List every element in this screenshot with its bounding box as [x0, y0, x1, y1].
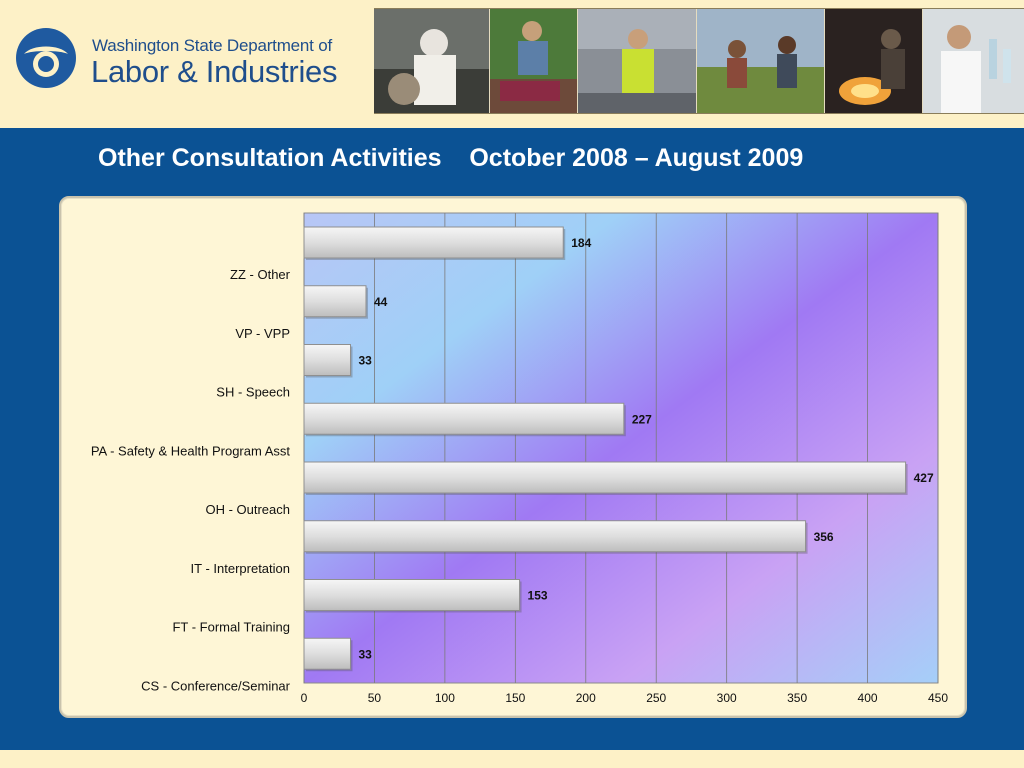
x-tick-label: 300 — [717, 691, 737, 705]
bar-chart: 184 ZZ - Other 44 VP - VPP 33 SH - Speech 227 P… — [91, 212, 948, 705]
bar — [303, 520, 807, 553]
furnace-worker-photo — [824, 9, 923, 113]
org-name-line1: Washington State Department of — [92, 36, 333, 55]
lab-worker-photo — [922, 9, 1024, 113]
category-label: OH - Outreach — [205, 502, 290, 517]
category-label: CS - Conference/Seminar — [141, 678, 291, 693]
x-tick-label: 0 — [301, 691, 308, 705]
chart-panel: 184 ZZ - Other 44 VP - VPP 33 SH - Speech 227 P… — [59, 196, 967, 718]
bar-value-label: 227 — [632, 412, 652, 426]
bar-value-label: 356 — [814, 530, 834, 544]
category-label: FT - Formal Training — [172, 620, 290, 635]
worker-protective-gear-photo — [374, 9, 491, 113]
lni-logo-icon — [16, 28, 76, 88]
category-label: IT - Interpretation — [191, 561, 290, 576]
category-label: PA - Safety & Health Program Asst — [91, 443, 291, 458]
bar-value-label: 184 — [571, 236, 591, 250]
category-label: SH - Speech — [216, 385, 290, 400]
x-tick-label: 200 — [576, 691, 596, 705]
bar-value-label: 33 — [358, 354, 372, 368]
category-label: ZZ - Other — [230, 267, 291, 282]
footer-band — [0, 750, 1024, 768]
org-name-line2: Labor & Industries — [91, 54, 338, 89]
header: Washington State Department of Labor & I… — [0, 0, 1024, 128]
bar-value-label: 153 — [528, 589, 548, 603]
category-label: VP - VPP — [235, 326, 290, 341]
x-tick-label: 150 — [505, 691, 525, 705]
bar — [303, 461, 907, 494]
bar — [303, 344, 351, 376]
safety-vest-worker-photo — [578, 9, 697, 113]
x-tick-label: 450 — [928, 691, 948, 705]
x-tick-label: 50 — [368, 691, 382, 705]
bar — [303, 637, 351, 670]
bar — [303, 402, 625, 435]
bar — [303, 285, 367, 318]
x-tick-label: 400 — [858, 691, 878, 705]
field-workers-photo — [696, 9, 825, 113]
vineyard-worker-photo — [490, 9, 579, 113]
page-title: Other Consultation Activities October 20… — [98, 144, 804, 172]
bar — [303, 579, 521, 611]
slide-body: Other Consultation Activities October 20… — [0, 128, 1024, 750]
x-tick-label: 100 — [435, 691, 455, 705]
bar-value-label: 33 — [358, 647, 372, 661]
photo-strip — [374, 8, 1024, 114]
x-tick-label: 250 — [646, 691, 666, 705]
bar-value-label: 44 — [374, 295, 388, 309]
bar — [303, 226, 564, 259]
x-tick-label: 350 — [787, 691, 807, 705]
bar-value-label: 427 — [914, 471, 934, 485]
